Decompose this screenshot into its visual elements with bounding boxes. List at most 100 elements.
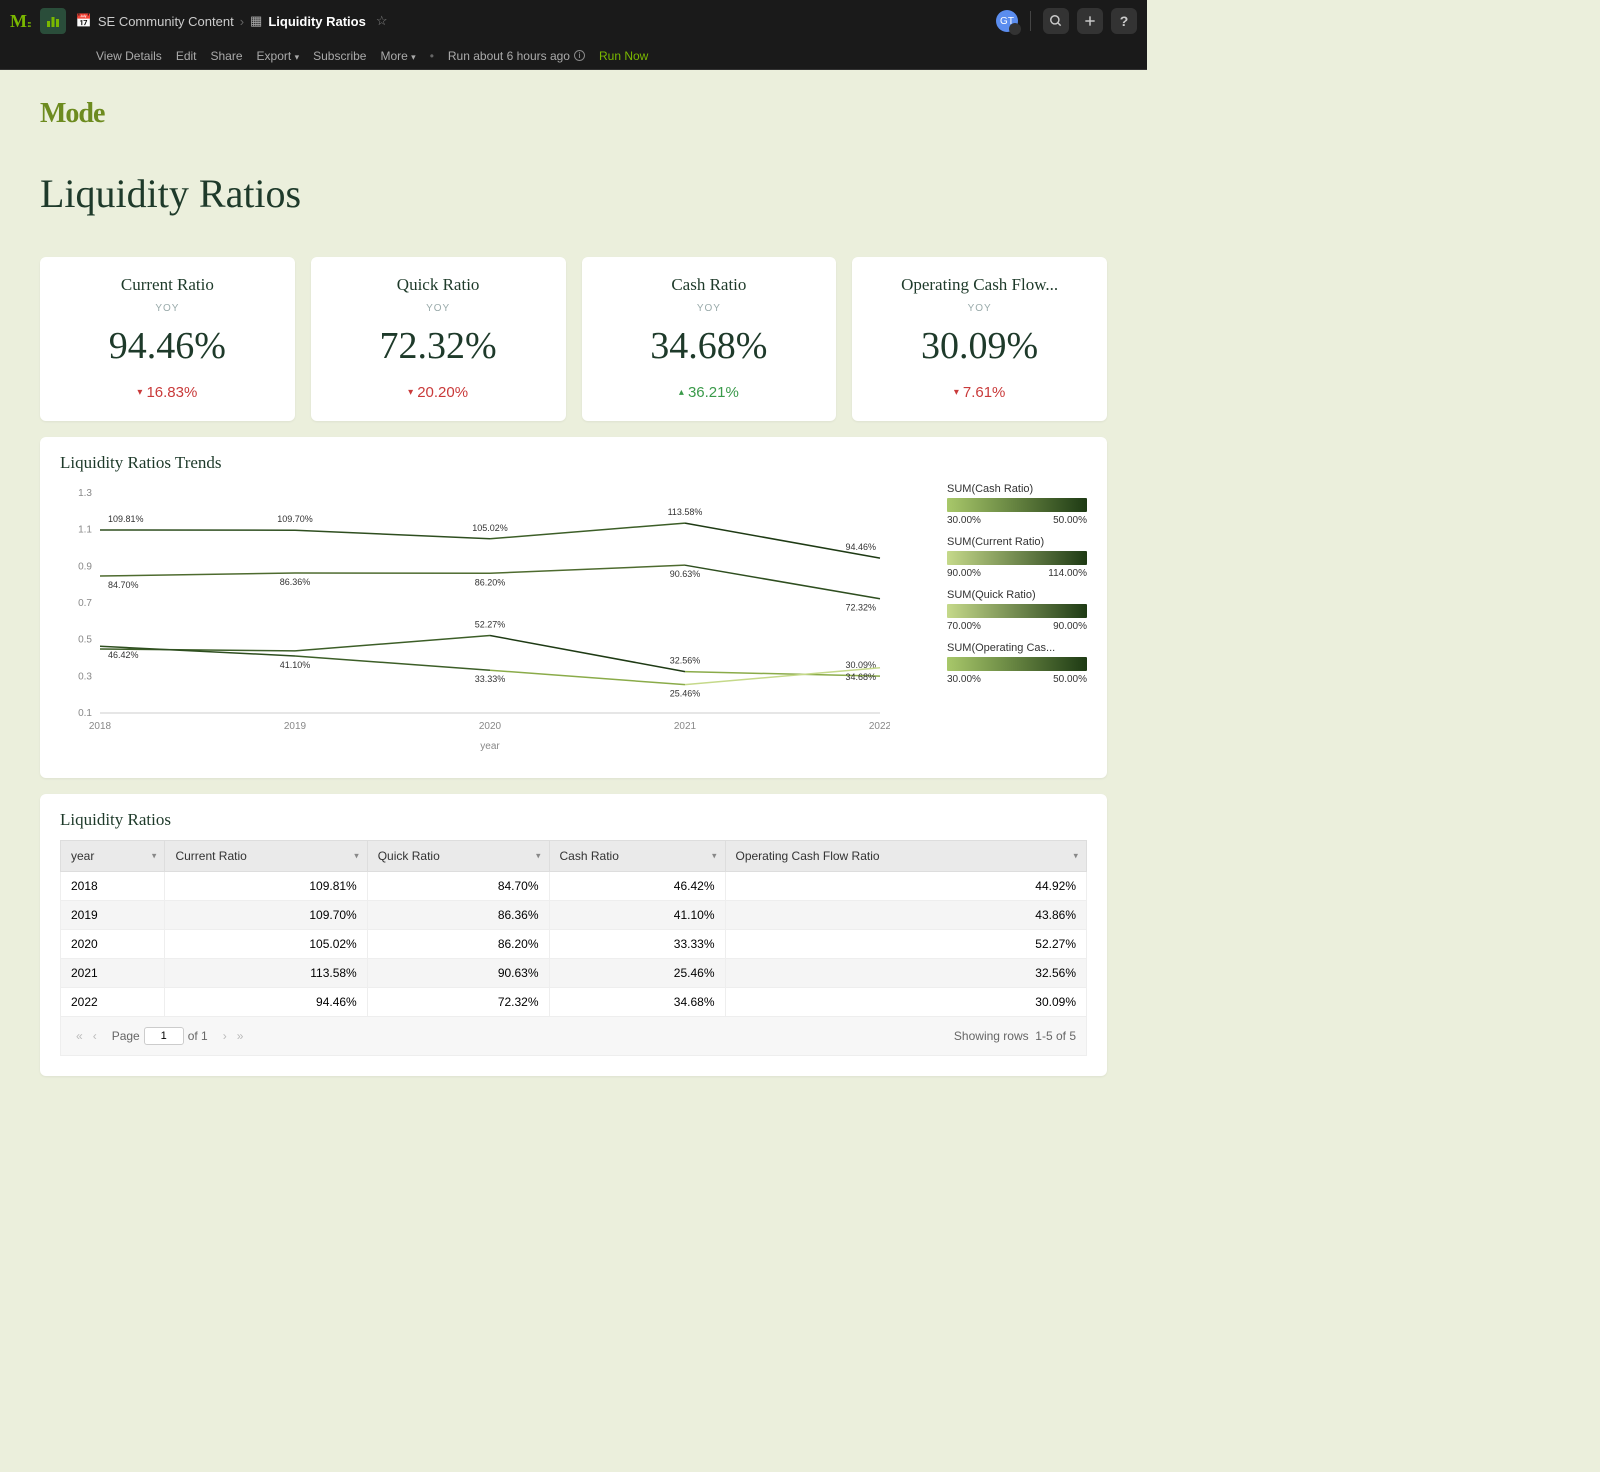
legend-range: 30.00%50.00% xyxy=(947,674,1087,685)
table-cell: 86.20% xyxy=(367,930,549,959)
table-cell: 86.36% xyxy=(367,901,549,930)
table-cell: 2018 xyxy=(61,872,165,901)
pager-next-icon[interactable]: › xyxy=(218,1029,232,1043)
legend-label: SUM(Current Ratio) xyxy=(947,536,1087,548)
chevron-down-icon: ▾ xyxy=(152,851,157,862)
kpi-sub: YOY xyxy=(594,303,825,314)
column-header[interactable]: Cash Ratio▾ xyxy=(549,841,725,872)
column-header[interactable]: year▾ xyxy=(61,841,165,872)
arrow-up-icon: ▴ xyxy=(679,387,684,398)
column-header[interactable]: Quick Ratio▾ xyxy=(367,841,549,872)
pager-last-icon[interactable]: » xyxy=(232,1029,249,1043)
arrow-down-icon: ▾ xyxy=(954,387,959,398)
kpi-sub: YOY xyxy=(864,303,1095,314)
svg-text:86.20%: 86.20% xyxy=(475,577,506,587)
legend-label: SUM(Cash Ratio) xyxy=(947,483,1087,495)
kpi-title: Current Ratio xyxy=(52,275,283,295)
svg-text:0.5: 0.5 xyxy=(78,635,92,646)
breadcrumb-collection[interactable]: SE Community Content xyxy=(98,14,234,29)
svg-text:2021: 2021 xyxy=(674,721,697,732)
search-icon[interactable] xyxy=(1043,8,1069,34)
menu-subscribe[interactable]: Subscribe xyxy=(313,49,366,63)
help-icon[interactable]: ? xyxy=(1111,8,1137,34)
svg-text:109.81%: 109.81% xyxy=(108,514,144,524)
table-cell: 94.46% xyxy=(165,988,367,1017)
mode-logo-icon[interactable]: M:: xyxy=(10,11,30,32)
legend-range: 90.00%114.00% xyxy=(947,568,1087,579)
kpi-value: 34.68% xyxy=(594,324,825,368)
report-type-icon[interactable] xyxy=(40,8,66,34)
page-of-label: of 1 xyxy=(188,1029,208,1043)
svg-text:90.63%: 90.63% xyxy=(670,569,701,579)
chevron-down-icon: ▾ xyxy=(354,851,359,862)
table-footer: « ‹ Page of 1 › » Showing rows 1-5 of 5 xyxy=(60,1017,1087,1056)
svg-text:113.58%: 113.58% xyxy=(668,507,703,517)
trend-panel: Liquidity Ratios Trends 0.10.30.50.70.91… xyxy=(40,437,1107,778)
chevron-down-icon: ▾ xyxy=(536,851,541,862)
legend-gradient xyxy=(947,657,1087,671)
kpi-sub: YOY xyxy=(323,303,554,314)
table-title: Liquidity Ratios xyxy=(60,810,1087,830)
table-cell: 72.32% xyxy=(367,988,549,1017)
table-row: 2019109.70%86.36%41.10%43.86% xyxy=(61,901,1087,930)
svg-text:41.10%: 41.10% xyxy=(280,660,311,670)
menu-view-details[interactable]: View Details xyxy=(96,49,162,63)
pager-prev-icon[interactable]: ‹ xyxy=(88,1029,102,1043)
last-run-info: Run about 6 hours ago i xyxy=(448,49,585,63)
legend-label: SUM(Operating Cas... xyxy=(947,642,1087,654)
breadcrumb-separator: › xyxy=(240,14,244,29)
legend-gradient xyxy=(947,498,1087,512)
page-title: Liquidity Ratios xyxy=(40,170,1107,217)
legend-gradient xyxy=(947,551,1087,565)
svg-text:2020: 2020 xyxy=(479,721,502,732)
trend-chart: 0.10.30.50.70.91.11.32018201920202021202… xyxy=(60,483,935,758)
table-cell: 33.33% xyxy=(549,930,725,959)
table-cell: 2020 xyxy=(61,930,165,959)
star-icon[interactable]: ☆ xyxy=(376,13,388,29)
svg-text:year: year xyxy=(480,741,500,752)
trend-legends: SUM(Cash Ratio) 30.00%50.00% SUM(Current … xyxy=(947,483,1087,758)
table-row: 2020105.02%86.20%33.33%52.27% xyxy=(61,930,1087,959)
plus-icon[interactable] xyxy=(1077,8,1103,34)
avatar[interactable]: GT xyxy=(996,10,1018,32)
kpi-delta: ▾ 7.61% xyxy=(864,384,1095,401)
svg-text:25.46%: 25.46% xyxy=(670,689,701,699)
table-cell: 84.70% xyxy=(367,872,549,901)
pager-first-icon[interactable]: « xyxy=(71,1029,88,1043)
kpi-card: Operating Cash Flow... YOY 30.09% ▾ 7.61… xyxy=(852,257,1107,421)
svg-text:1.3: 1.3 xyxy=(78,488,92,499)
kpi-card: Current Ratio YOY 94.46% ▾ 16.83% xyxy=(40,257,295,421)
table-row: 202294.46%72.32%34.68%30.09% xyxy=(61,988,1087,1017)
menu-export[interactable]: Export ▾ xyxy=(257,49,300,63)
svg-text:1.1: 1.1 xyxy=(78,525,92,536)
kpi-title: Operating Cash Flow... xyxy=(864,275,1095,295)
chevron-down-icon: ▾ xyxy=(1073,851,1078,862)
legend-gradient xyxy=(947,604,1087,618)
table-cell: 109.70% xyxy=(165,901,367,930)
table-cell: 2022 xyxy=(61,988,165,1017)
run-now-button[interactable]: Run Now xyxy=(599,49,648,63)
table-cell: 44.92% xyxy=(725,872,1087,901)
showing-rows: Showing rows 1-5 of 5 xyxy=(954,1029,1076,1043)
report-page: Mode Liquidity Ratios Current Ratio YOY … xyxy=(0,70,1147,1104)
chevron-down-icon: ▾ xyxy=(295,52,300,62)
menu-share[interactable]: Share xyxy=(211,49,243,63)
breadcrumb-report[interactable]: Liquidity Ratios xyxy=(268,14,366,29)
menu-more[interactable]: More ▾ xyxy=(380,49,415,63)
table-cell: 46.42% xyxy=(549,872,725,901)
divider xyxy=(1030,11,1031,31)
separator-dot: • xyxy=(430,49,434,63)
arrow-down-icon: ▾ xyxy=(137,387,142,398)
kpi-value: 72.32% xyxy=(323,324,554,368)
topbar: M:: 📅 SE Community Content › ▦ Liquidity… xyxy=(0,0,1147,42)
svg-text:46.42%: 46.42% xyxy=(108,650,139,660)
svg-text:105.02%: 105.02% xyxy=(472,523,508,533)
column-header[interactable]: Current Ratio▾ xyxy=(165,841,367,872)
column-header[interactable]: Operating Cash Flow Ratio▾ xyxy=(725,841,1087,872)
chevron-down-icon: ▾ xyxy=(411,52,416,62)
page-input[interactable] xyxy=(144,1027,184,1045)
kpi-sub: YOY xyxy=(52,303,283,314)
menu-edit[interactable]: Edit xyxy=(176,49,197,63)
table-row: 2018109.81%84.70%46.42%44.92% xyxy=(61,872,1087,901)
table-cell: 52.27% xyxy=(725,930,1087,959)
